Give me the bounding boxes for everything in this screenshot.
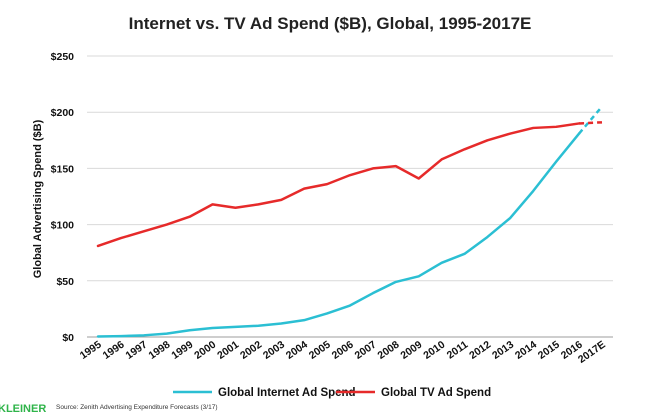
y-tick-label: $150: [51, 163, 75, 175]
y-tick-label: $50: [56, 276, 74, 288]
x-tick-label: 2007: [353, 339, 379, 362]
chart-title: Internet vs. TV Ad Spend ($B), Global, 1…: [129, 14, 532, 33]
kleiner-logo: KLEINER: [0, 403, 46, 414]
x-tick-label: 2014: [513, 339, 539, 362]
y-tick-label: $0: [62, 332, 74, 344]
x-tick-label: 2004: [284, 339, 310, 362]
x-tick-label: 2005: [307, 339, 333, 362]
x-tick-label: 2001: [215, 339, 241, 362]
x-axis-ticks: 1995199619971998199920002001200220032004…: [78, 339, 608, 366]
x-tick-label: 2002: [238, 339, 264, 362]
series-lines: [96, 105, 603, 338]
x-tick-label: 1997: [124, 339, 150, 362]
source-note: Source: Zenith Advertising Expenditure F…: [56, 404, 218, 411]
series-line-internet: [96, 132, 581, 338]
y-tick-label: $100: [51, 220, 75, 232]
x-tick-label: 2000: [192, 339, 218, 362]
x-tick-label: 2015: [536, 339, 562, 362]
x-tick-label: 2010: [421, 339, 447, 362]
x-tick-label: 2011: [445, 339, 471, 362]
y-tick-label: $200: [51, 107, 75, 119]
y-axis-label: Global Advertising Spend ($B): [32, 119, 44, 278]
x-tick-label: 2012: [467, 339, 493, 362]
x-tick-label: 2013: [490, 339, 516, 362]
x-tick-label: 1996: [101, 339, 127, 362]
y-axis-ticks: $0 $50 $100 $150 $200 $250: [51, 51, 75, 344]
x-tick-label: 2009: [398, 339, 424, 362]
x-tick-label: 2003: [261, 339, 287, 362]
series-estimate-internet: [578, 105, 603, 135]
x-tick-label: 2006: [330, 339, 356, 362]
x-tick-label: 1999: [169, 339, 195, 362]
x-tick-label: 1998: [146, 339, 172, 362]
legend-label-tv: Global TV Ad Spend: [381, 387, 491, 399]
legend-label-internet: Global Internet Ad Spend: [218, 387, 356, 399]
x-tick-label: 2008: [376, 339, 402, 362]
series-estimate-tv: [579, 121, 603, 125]
legend: Global Internet Ad Spend Global TV Ad Sp…: [173, 387, 491, 399]
series-line-tv: [96, 122, 581, 248]
gridlines: [87, 55, 613, 338]
y-tick-label: $250: [51, 51, 75, 63]
x-tick-label: 1995: [78, 339, 104, 362]
